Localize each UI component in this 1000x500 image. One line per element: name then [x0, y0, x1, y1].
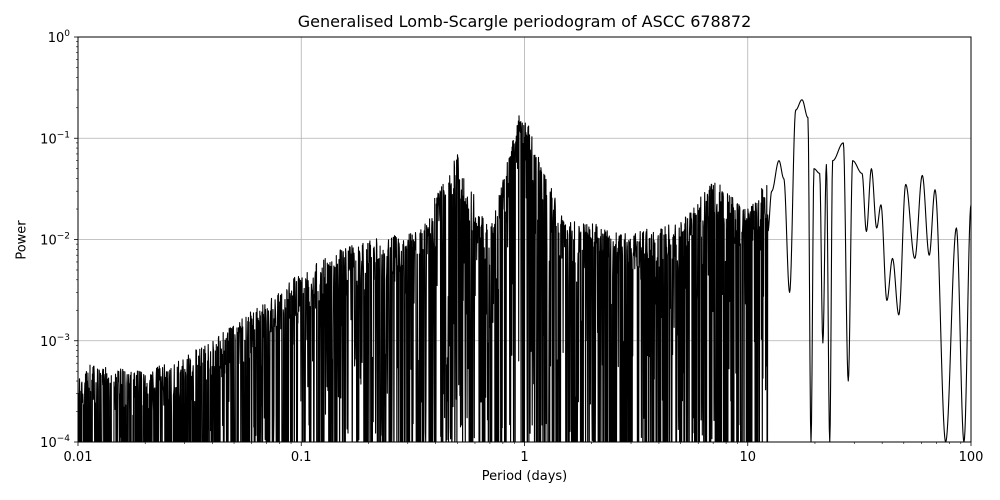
axis-ticks: 0.01 0.1 1 10 100 10−4 10−3 10−2 10−1 100 — [40, 29, 983, 465]
y-tick-label: 10−2 — [40, 232, 70, 249]
y-tick-label: 10−3 — [40, 333, 70, 350]
x-tick-label: 10 — [739, 450, 756, 465]
x-tick-label: 0.01 — [64, 450, 93, 465]
x-tick-label: 0.1 — [291, 450, 312, 465]
periodogram-line — [78, 99, 971, 442]
y-tick-label: 10−4 — [40, 434, 70, 451]
y-tick-label: 10−1 — [40, 130, 70, 147]
y-axis-label: Power — [14, 220, 30, 260]
x-tick-label: 100 — [959, 450, 984, 465]
x-axis-label: Period (days) — [481, 469, 568, 484]
y-tick-label: 100 — [48, 29, 71, 46]
chart-title: Generalised Lomb-Scargle periodogram of … — [297, 12, 752, 31]
x-tick-label: 1 — [520, 450, 528, 465]
